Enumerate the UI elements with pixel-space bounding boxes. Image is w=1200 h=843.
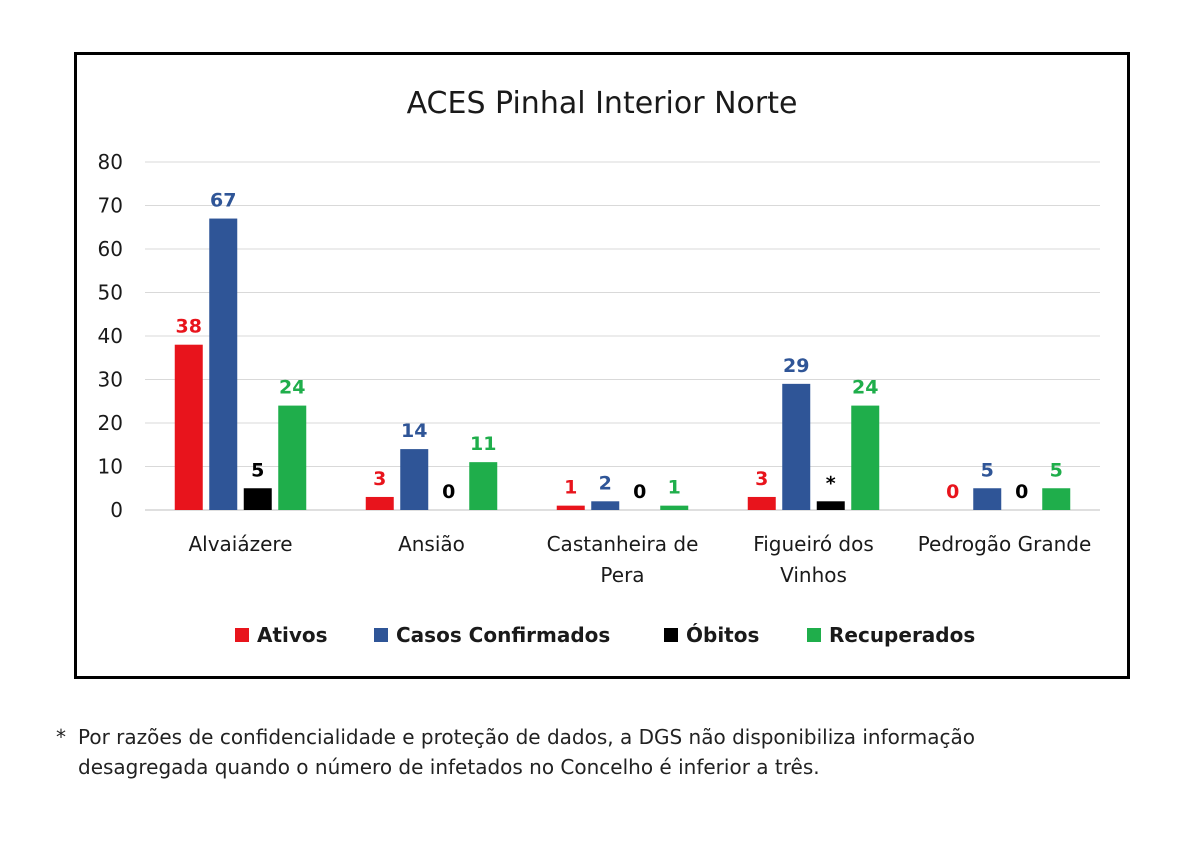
bar [174, 344, 203, 510]
data-label: 0 [633, 481, 646, 503]
x-tick-label: Ansião [398, 532, 465, 556]
y-tick-label: 0 [110, 498, 123, 522]
bar [973, 488, 1002, 510]
x-tick-label: Vinhos [780, 563, 847, 587]
data-label: 24 [852, 377, 878, 399]
data-label: 0 [1015, 481, 1028, 503]
y-tick-label: 70 [98, 194, 123, 218]
y-tick-label: 40 [98, 324, 123, 348]
data-label: 5 [981, 459, 994, 481]
data-label: 38 [176, 316, 202, 338]
bar [591, 501, 620, 510]
data-label: * [826, 472, 836, 494]
footnote-marker: * [56, 725, 66, 749]
data-label: 1 [668, 477, 681, 499]
legend-swatch [664, 628, 678, 642]
legend-swatch [807, 628, 821, 642]
legend-label: Casos Confirmados [396, 623, 610, 647]
x-tick-label: Pedrogão Grande [918, 532, 1092, 556]
data-label: 5 [251, 459, 264, 481]
data-label: 14 [401, 420, 427, 442]
bar [1042, 488, 1071, 510]
data-label: 3 [755, 468, 768, 490]
bar [469, 462, 498, 510]
x-tick-label: Pera [600, 563, 644, 587]
data-label: 0 [946, 481, 959, 503]
data-label: 5 [1050, 459, 1063, 481]
bar [747, 496, 776, 510]
bar [782, 383, 811, 510]
data-label: 24 [279, 377, 305, 399]
data-label: 2 [599, 472, 612, 494]
bar [816, 501, 845, 510]
legend-label: Recuperados [829, 623, 975, 647]
bar [278, 405, 307, 510]
footnote-line-2: desagregada quando o número de infetados… [78, 755, 820, 779]
legend-label: Óbitos [686, 623, 759, 647]
bar [243, 488, 272, 510]
bar-chart: ACES Pinhal Interior Norte01020304050607… [98, 86, 1100, 647]
legend-swatch [235, 628, 249, 642]
data-label: 11 [470, 433, 496, 455]
bar [556, 505, 585, 510]
footnote-line-1: Por razões de confidencialidade e proteç… [78, 725, 975, 749]
y-tick-label: 10 [98, 455, 123, 479]
data-label: 0 [442, 481, 455, 503]
chart-title: ACES Pinhal Interior Norte [407, 86, 798, 121]
y-tick-label: 80 [98, 150, 123, 174]
x-tick-label: Castanheira de [547, 532, 699, 556]
x-tick-label: Alvaiázere [188, 532, 292, 556]
x-tick-label: Figueiró dos [753, 532, 874, 556]
data-label: 67 [210, 190, 236, 212]
y-tick-label: 20 [98, 411, 123, 435]
legend-swatch [374, 628, 388, 642]
data-label: 3 [373, 468, 386, 490]
bar [660, 505, 689, 510]
data-label: 1 [564, 477, 577, 499]
bar [209, 218, 238, 511]
bar [365, 496, 394, 510]
y-tick-label: 50 [98, 281, 123, 305]
y-tick-label: 60 [98, 237, 123, 261]
legend-label: Ativos [257, 623, 328, 647]
data-label: 29 [783, 355, 809, 377]
bar [851, 405, 880, 510]
y-tick-label: 30 [98, 368, 123, 392]
footnote: * Por razões de confidencialidade e prote… [56, 722, 1176, 782]
bar [400, 449, 429, 510]
chart-frame: ACES Pinhal Interior Norte 0 10 20 30 40 50 60 7… [74, 52, 1130, 679]
